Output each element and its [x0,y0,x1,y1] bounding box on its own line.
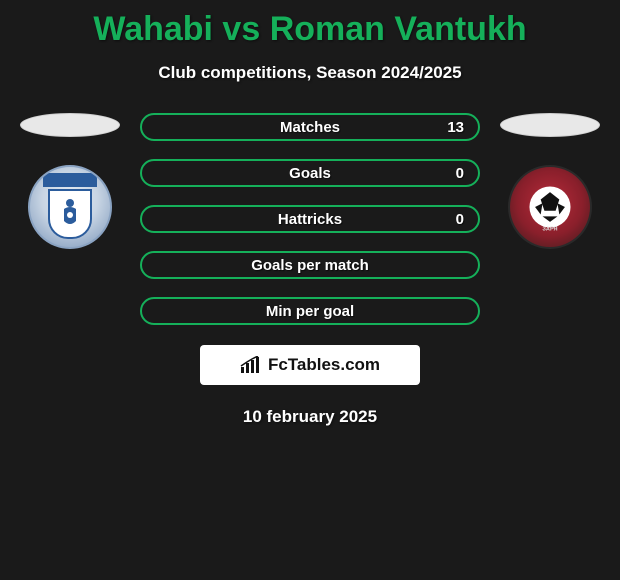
stat-pill-hattricks: Hattricks 0 [140,205,480,233]
stat-value: 0 [456,165,464,182]
date-label: 10 february 2025 [0,407,620,427]
stat-pill-min-per-goal: Min per goal [140,297,480,325]
brand-text: FcTables.com [268,355,380,375]
page-title: Wahabi vs Roman Vantukh [0,0,620,49]
right-column: ЗАРЯ [500,113,600,249]
brand-badge[interactable]: FcTables.com [200,345,420,385]
content-row: Matches 13 Goals 0 Hattricks 0 Goals per… [0,113,620,325]
bar-chart-icon [240,356,262,374]
stat-pill-matches: Matches 13 [140,113,480,141]
stat-label: Goals [289,165,331,182]
club-badge-left [28,165,112,249]
club-crest-icon [56,195,84,227]
left-column [20,113,120,249]
svg-text:ЗАРЯ: ЗАРЯ [542,226,557,232]
comparison-card: Wahabi vs Roman Vantukh Club competition… [0,0,620,580]
stat-pill-goals: Goals 0 [140,159,480,187]
club-badge-right: ЗАРЯ [508,165,592,249]
stat-label: Matches [280,119,340,136]
stat-label: Hattricks [278,211,342,228]
page-subtitle: Club competitions, Season 2024/2025 [0,63,620,83]
stat-label: Goals per match [251,257,369,274]
stat-value: 0 [456,211,464,228]
stat-pill-goals-per-match: Goals per match [140,251,480,279]
stat-value: 13 [447,119,464,136]
stat-label: Min per goal [266,303,354,320]
player-slot-left [20,113,120,137]
player-slot-right [500,113,600,137]
stats-column: Matches 13 Goals 0 Hattricks 0 Goals per… [140,113,480,325]
club-ball-icon: ЗАРЯ [510,167,590,247]
